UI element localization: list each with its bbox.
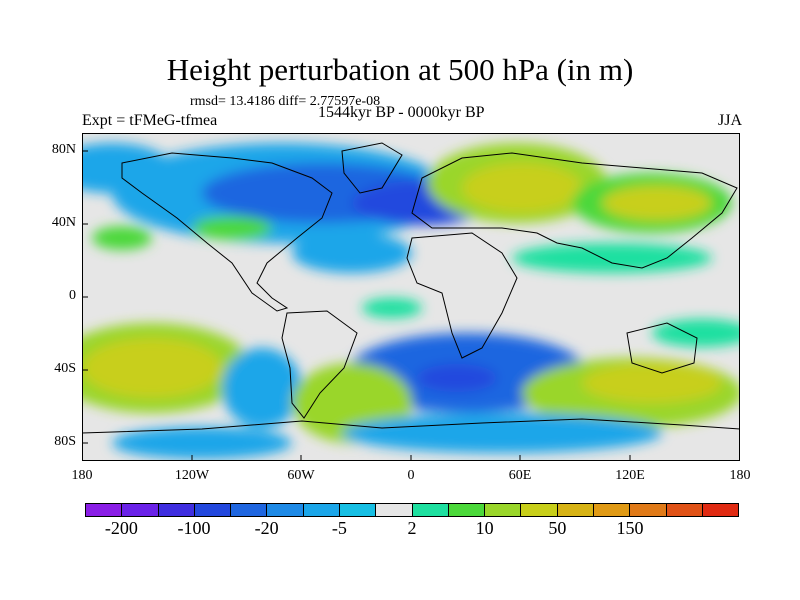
- colorbar-label: -200: [104, 518, 138, 538]
- colorbar-label: 50: [548, 518, 567, 538]
- lon-label-120w: 120W: [174, 468, 210, 483]
- lat-label-40n: 40N: [51, 215, 76, 230]
- colorbar-swatch: [122, 504, 159, 516]
- lon-label-180e: 180: [729, 468, 751, 483]
- colorbar-swatch: [448, 504, 486, 516]
- axis-ticks: [82, 150, 631, 461]
- colorbar-swatch: [412, 504, 449, 516]
- lon-label-120e: 120E: [615, 468, 645, 483]
- colorbar-swatch: [557, 504, 594, 516]
- colorbar-swatch: [267, 504, 304, 516]
- lon-label-0: 0: [407, 468, 415, 483]
- colorbar: [85, 503, 739, 517]
- colorbar-label: -5: [331, 518, 347, 538]
- colorbar-swatch: [86, 504, 123, 516]
- lon-label-60e: 60E: [508, 468, 532, 483]
- coastlines: [82, 142, 740, 434]
- colorbar-label: 150: [616, 518, 644, 538]
- colorbar-swatch: [485, 504, 522, 516]
- field-shading: [82, 143, 740, 459]
- lat-label-80s: 80S: [54, 434, 76, 449]
- colorbar-swatch: [303, 504, 340, 516]
- colorbar-swatch: [194, 504, 232, 516]
- colorbar-swatch: [158, 504, 195, 516]
- colorbar-label: -100: [177, 518, 211, 538]
- colorbar-label: 2: [407, 518, 417, 538]
- stats-text: rmsd= 13.4186 diff= 2.77597e-08: [190, 94, 381, 109]
- colorbar-swatch: [666, 504, 703, 516]
- colorbar-swatch: [376, 504, 413, 516]
- lon-label-180w: 180: [71, 468, 93, 483]
- colorbar-swatch: [231, 504, 268, 516]
- colorbar-label: -20: [254, 518, 279, 538]
- colorbar-swatch: [593, 504, 631, 516]
- colorbar-swatch: [702, 504, 739, 516]
- period-label: 1544kyr BP - 0000kyr BP: [318, 104, 485, 121]
- lat-label-40s: 40S: [54, 361, 76, 376]
- season-label: JJA: [717, 112, 742, 129]
- colorbar-swatch: [521, 504, 558, 516]
- experiment-label: Expt = tFMeG-tfmea: [82, 112, 218, 129]
- lon-label-60w: 60W: [287, 468, 315, 483]
- colorbar-swatch: [339, 504, 377, 516]
- colorbar-swatch: [630, 504, 667, 516]
- plot-title: Height perturbation at 500 hPa (in m): [166, 52, 634, 87]
- map-panel: [82, 133, 740, 461]
- colorbar-label: 10: [475, 518, 494, 538]
- lat-label-80n: 80N: [51, 142, 76, 157]
- lat-label-0: 0: [69, 288, 76, 303]
